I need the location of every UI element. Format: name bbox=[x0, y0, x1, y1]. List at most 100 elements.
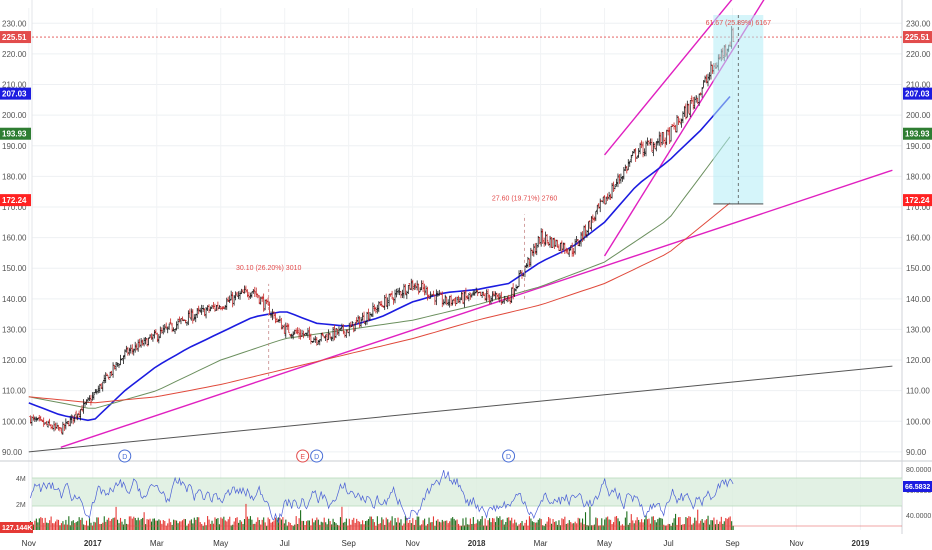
volume-bar bbox=[676, 524, 678, 530]
volume-bar bbox=[319, 524, 321, 530]
price-tick-label-left: 150.00 bbox=[2, 264, 27, 273]
volume-bar bbox=[474, 523, 476, 530]
volume-bar bbox=[703, 522, 705, 530]
volume-bar bbox=[636, 517, 638, 530]
volume-bar bbox=[310, 525, 312, 530]
volume-bar bbox=[698, 523, 700, 530]
volume-bar bbox=[704, 520, 706, 530]
volume-bar bbox=[555, 521, 557, 530]
volume-bar bbox=[193, 517, 195, 530]
volume-bar bbox=[409, 519, 411, 530]
volume-bar bbox=[66, 524, 68, 530]
volume-bar bbox=[534, 522, 536, 530]
volume-bar bbox=[211, 520, 213, 530]
volume-bar bbox=[376, 516, 378, 530]
dividend-marker-label: D bbox=[506, 454, 511, 461]
volume-bar bbox=[369, 516, 371, 530]
volume-bar bbox=[280, 519, 282, 530]
price-tick-label-left: 220.00 bbox=[2, 50, 27, 59]
volume-bar bbox=[263, 517, 265, 530]
volume-bar bbox=[181, 520, 184, 530]
volume-bar bbox=[629, 522, 631, 530]
price-tick-label-left: 110.00 bbox=[2, 387, 26, 396]
volume-bar bbox=[252, 523, 254, 530]
volume-bar bbox=[34, 520, 36, 530]
volume-bar bbox=[649, 523, 652, 530]
volume-bar bbox=[128, 516, 130, 530]
volume-bar bbox=[109, 520, 111, 530]
price-tick-label-right: 140.00 bbox=[906, 295, 931, 304]
price-bars bbox=[29, 26, 735, 435]
volume-bar bbox=[137, 517, 139, 530]
volume-bar bbox=[694, 517, 696, 530]
volume-bar bbox=[88, 518, 91, 530]
volume-bar bbox=[57, 519, 60, 530]
price-tick-label-left: 90.00 bbox=[2, 448, 23, 457]
volume-bar bbox=[651, 516, 653, 530]
time-tick-label: 2017 bbox=[84, 539, 102, 548]
volume-bar bbox=[246, 516, 249, 530]
price-tick-label-left: 200.00 bbox=[2, 111, 27, 120]
volume-bar bbox=[142, 517, 144, 530]
price-marker-label-left: 225.51 bbox=[2, 33, 27, 42]
volume-bar bbox=[475, 523, 477, 530]
volume-bar bbox=[131, 518, 133, 530]
price-tick-label-right: 190.00 bbox=[906, 142, 931, 151]
trendline bbox=[603, 0, 733, 156]
volume-bar bbox=[72, 520, 74, 530]
volume-bar bbox=[444, 520, 446, 530]
time-tick-label: May bbox=[597, 539, 612, 548]
volume-bar bbox=[196, 517, 198, 530]
volume-bar bbox=[159, 520, 161, 530]
volume-bar bbox=[666, 525, 668, 530]
volume-bar bbox=[469, 518, 471, 530]
volume-bar bbox=[106, 519, 108, 530]
volume-bar bbox=[111, 519, 113, 530]
trendline bbox=[60, 169, 893, 448]
volume-bar bbox=[100, 523, 102, 530]
volume-bar bbox=[683, 524, 685, 530]
volume-bar bbox=[455, 520, 457, 530]
volume-bar bbox=[390, 520, 392, 530]
volume-bar bbox=[74, 523, 76, 530]
volume-bar bbox=[624, 517, 626, 530]
volume-bar bbox=[221, 518, 223, 530]
volume-bar bbox=[103, 516, 105, 530]
volume-bar bbox=[524, 522, 526, 530]
volume-bar bbox=[345, 518, 347, 530]
moving-average-sma-mid bbox=[28, 136, 731, 409]
volume-bar bbox=[604, 519, 606, 530]
volume-bar bbox=[573, 523, 575, 530]
volume-bar bbox=[503, 524, 505, 530]
volume-bar bbox=[584, 512, 587, 530]
volume-bar bbox=[248, 518, 250, 530]
volume-marker-label: 127.144K bbox=[2, 525, 32, 532]
volume-bar bbox=[450, 518, 452, 530]
volume-bar bbox=[576, 523, 578, 530]
volume-bar bbox=[53, 523, 55, 530]
price-tick-label-right: 130.00 bbox=[906, 325, 931, 334]
volume-bar bbox=[688, 516, 690, 530]
price-tick-label-left: 100.00 bbox=[2, 417, 27, 426]
volume-bar bbox=[353, 517, 355, 530]
volume-bar bbox=[187, 523, 189, 530]
price-tick-label-right: 220.00 bbox=[906, 50, 931, 59]
volume-bar bbox=[174, 520, 176, 530]
price-axis[interactable]: 90.00 90.00 100.00 100.00 110.00 110.00 120.00… bbox=[0, 19, 932, 457]
price-tick-label-right: 170.00 bbox=[906, 203, 931, 212]
volume-bar bbox=[305, 521, 308, 530]
volume-bar bbox=[168, 518, 170, 530]
price-tick-label-left: 180.00 bbox=[2, 172, 27, 181]
price-tick-label-right: 200.00 bbox=[906, 111, 931, 120]
volume-bar bbox=[447, 523, 449, 530]
volume-bar bbox=[180, 521, 182, 530]
price-marker-left bbox=[0, 87, 31, 100]
time-axis[interactable]: Nov 2017 Mar May Jul Sep Nov 2018 Mar May Jul Sep No… bbox=[22, 539, 870, 548]
volume-bar bbox=[362, 520, 364, 530]
measurement-tools[interactable]: 30.10 (26.20%) 3010 27.60 (19.71%) 2760 61… bbox=[32, 15, 902, 376]
volume-bar bbox=[161, 523, 163, 530]
volume-bar bbox=[251, 519, 253, 530]
time-tick-label: Nov bbox=[22, 539, 36, 548]
volume-bar bbox=[273, 520, 275, 530]
